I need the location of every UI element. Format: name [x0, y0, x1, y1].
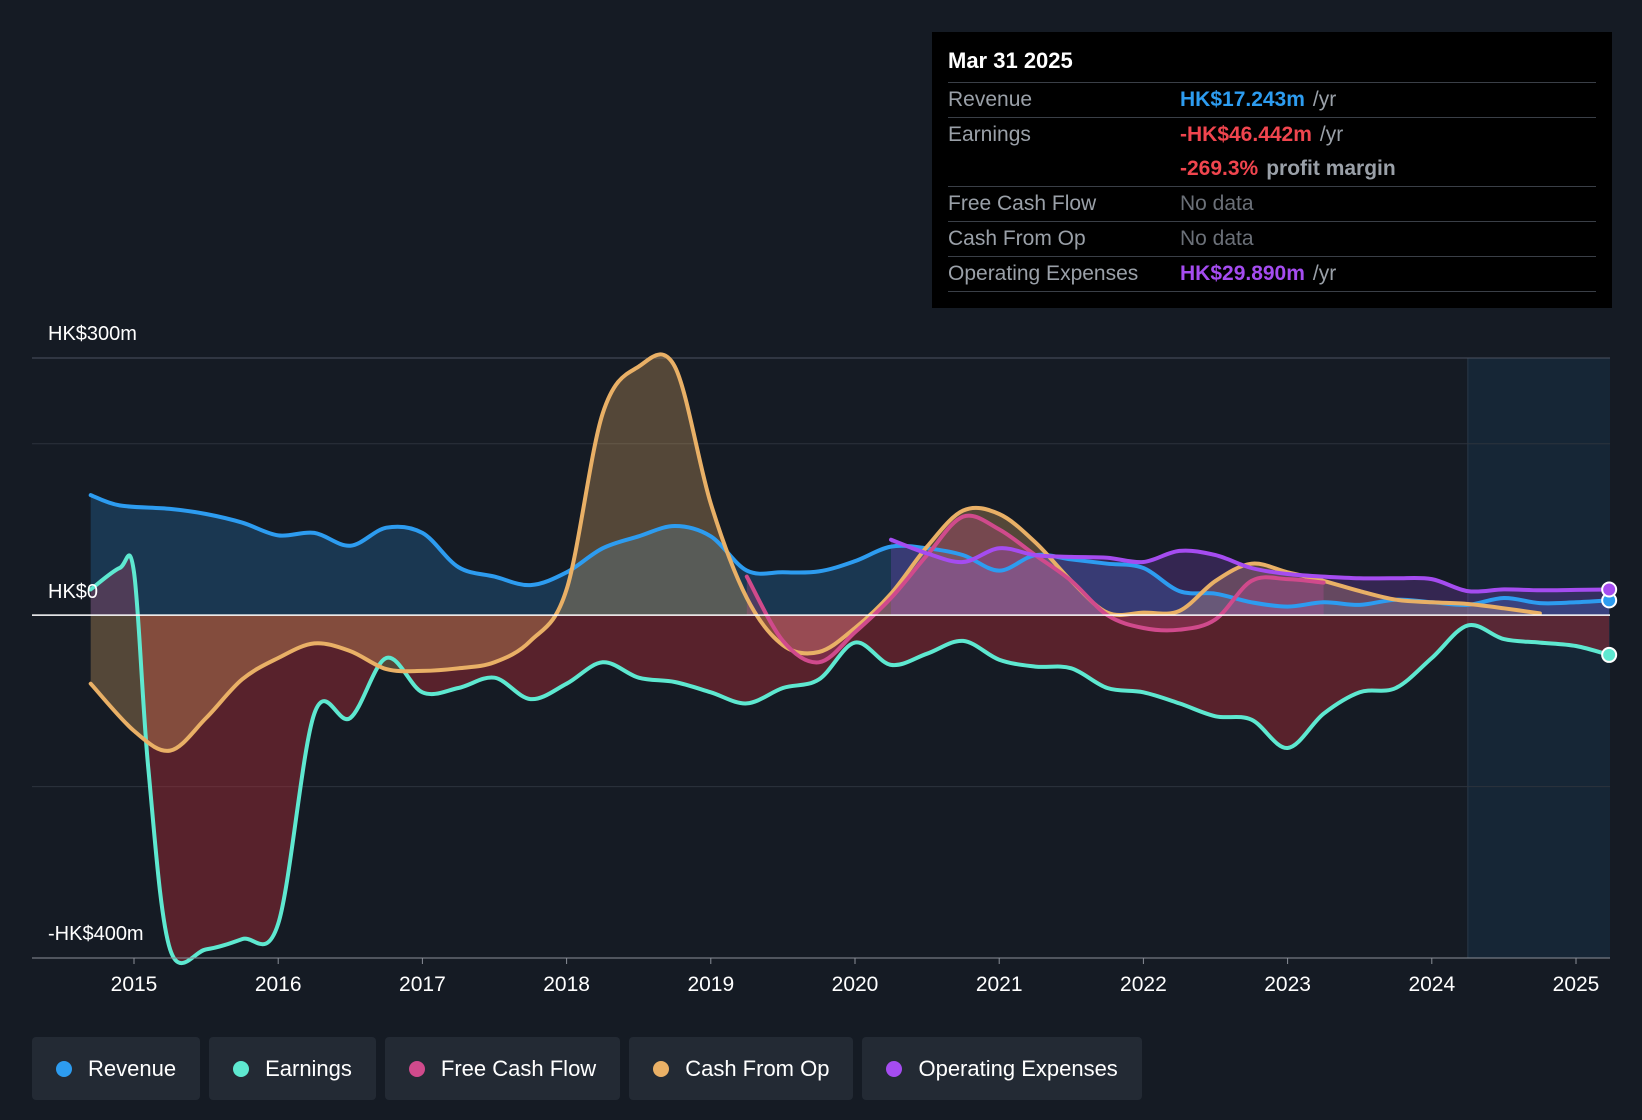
tooltip-earnings-value: -HK$46.442m: [1180, 123, 1312, 146]
legend-item-earnings[interactable]: Earnings: [209, 1037, 376, 1100]
end-marker-earnings: [1601, 646, 1618, 663]
x-axis-ticks: 2015 2016 2017 2018 2019 2020 2021 2022 2023 2024…: [111, 958, 1600, 996]
x-tick-label: 2019: [687, 973, 734, 996]
y-label-zero: HK$0: [48, 581, 98, 603]
legend-label: Operating Expenses: [918, 1055, 1118, 1081]
y-label-top: HK$300m: [48, 323, 137, 345]
tooltip-fcf-value: No data: [1180, 192, 1254, 215]
tooltip-earnings-label: Earnings: [948, 123, 1031, 146]
tooltip-date: Mar 31 2025: [948, 48, 1073, 73]
tooltip-row-earnings: Earnings -HK$46.442m /yr: [948, 117, 1596, 152]
legend-item-revenue[interactable]: Revenue: [32, 1037, 201, 1100]
operating-expenses-dot-icon: [886, 1060, 903, 1077]
line-opex: [889, 537, 1612, 594]
cash-from-op-dot-icon: [653, 1060, 670, 1077]
tooltip-cfo-value: No data: [1180, 227, 1254, 250]
tooltip-revenue-value: HK$17.243m: [1180, 88, 1305, 111]
revenue-dot-icon: [56, 1060, 72, 1077]
gridlines: [32, 357, 1610, 788]
x-tick-label: 2022: [1120, 973, 1167, 996]
line-earnings: [88, 553, 1612, 966]
x-tick-label: 2016: [255, 973, 302, 996]
series-end-markers: [1601, 581, 1618, 663]
legend-item-free-cash-flow[interactable]: Free Cash Flow: [384, 1037, 621, 1100]
tooltip-row-cfo: Cash From Op No data: [948, 221, 1596, 256]
tooltip-row-opex: Operating Expenses HK$29.890m /yr: [948, 256, 1596, 291]
legend-label: Revenue: [88, 1055, 177, 1081]
tooltip-margin-value: -269.3%: [1180, 157, 1259, 180]
x-tick-label: 2015: [111, 973, 158, 996]
tooltip-opex-label: Operating Expenses: [948, 262, 1139, 285]
tooltip-row-margin: -269.3% profit margin: [948, 152, 1596, 186]
free-cash-flow-dot-icon: [408, 1060, 425, 1077]
tooltip-revenue-unit: /yr: [1312, 88, 1337, 111]
data-tooltip: Mar 31 2025 Revenue HK$17.243m /yr Earni…: [932, 32, 1612, 308]
legend-item-operating-expenses[interactable]: Operating Expenses: [862, 1037, 1142, 1100]
tooltip-cfo-label: Cash From Op: [948, 227, 1086, 250]
area-cfo: [90, 354, 1540, 751]
area-fcf: [746, 515, 1324, 663]
x-tick-label: 2018: [543, 973, 590, 996]
x-tick-label: 2021: [976, 973, 1023, 996]
tooltip-opex-value: HK$29.890m: [1180, 262, 1305, 285]
tooltip-earnings-unit: /yr: [1319, 123, 1344, 146]
area-earnings: [90, 555, 1610, 964]
legend-label: Cash From Op: [685, 1055, 830, 1081]
legend-item-cash-from-op[interactable]: Cash From Op: [629, 1037, 854, 1100]
area-revenue: [90, 495, 1610, 616]
chart-legend: Revenue Earnings Free Cash Flow Cash Fro…: [32, 1037, 1142, 1100]
x-tick-label: 2024: [1408, 973, 1455, 996]
legend-label: Free Cash Flow: [440, 1055, 597, 1081]
tooltip-margin-unit: profit margin: [1266, 157, 1396, 180]
tooltip-fcf-label: Free Cash Flow: [948, 192, 1097, 215]
x-tick-label: 2025: [1553, 973, 1600, 996]
x-tick-label: 2017: [399, 973, 446, 996]
legend-label: Earnings: [265, 1055, 352, 1081]
tooltip-revenue-label: Revenue: [948, 88, 1033, 111]
earnings-dot-icon: [233, 1060, 250, 1077]
line-revenue: [88, 493, 1612, 609]
series-lines: [88, 352, 1612, 966]
tooltip-row-fcf: Free Cash Flow No data: [948, 186, 1596, 221]
x-tick-label: 2020: [832, 973, 879, 996]
forecast-region: [1467, 358, 1610, 958]
series-areas: [90, 354, 1610, 964]
y-label-bottom: -HK$400m: [48, 923, 144, 945]
tooltip-row-revenue: Revenue HK$17.243m /yr: [948, 82, 1596, 117]
tooltip-opex-unit: /yr: [1312, 262, 1337, 285]
end-marker-opex: [1601, 581, 1618, 598]
x-tick-label: 2023: [1264, 973, 1311, 996]
